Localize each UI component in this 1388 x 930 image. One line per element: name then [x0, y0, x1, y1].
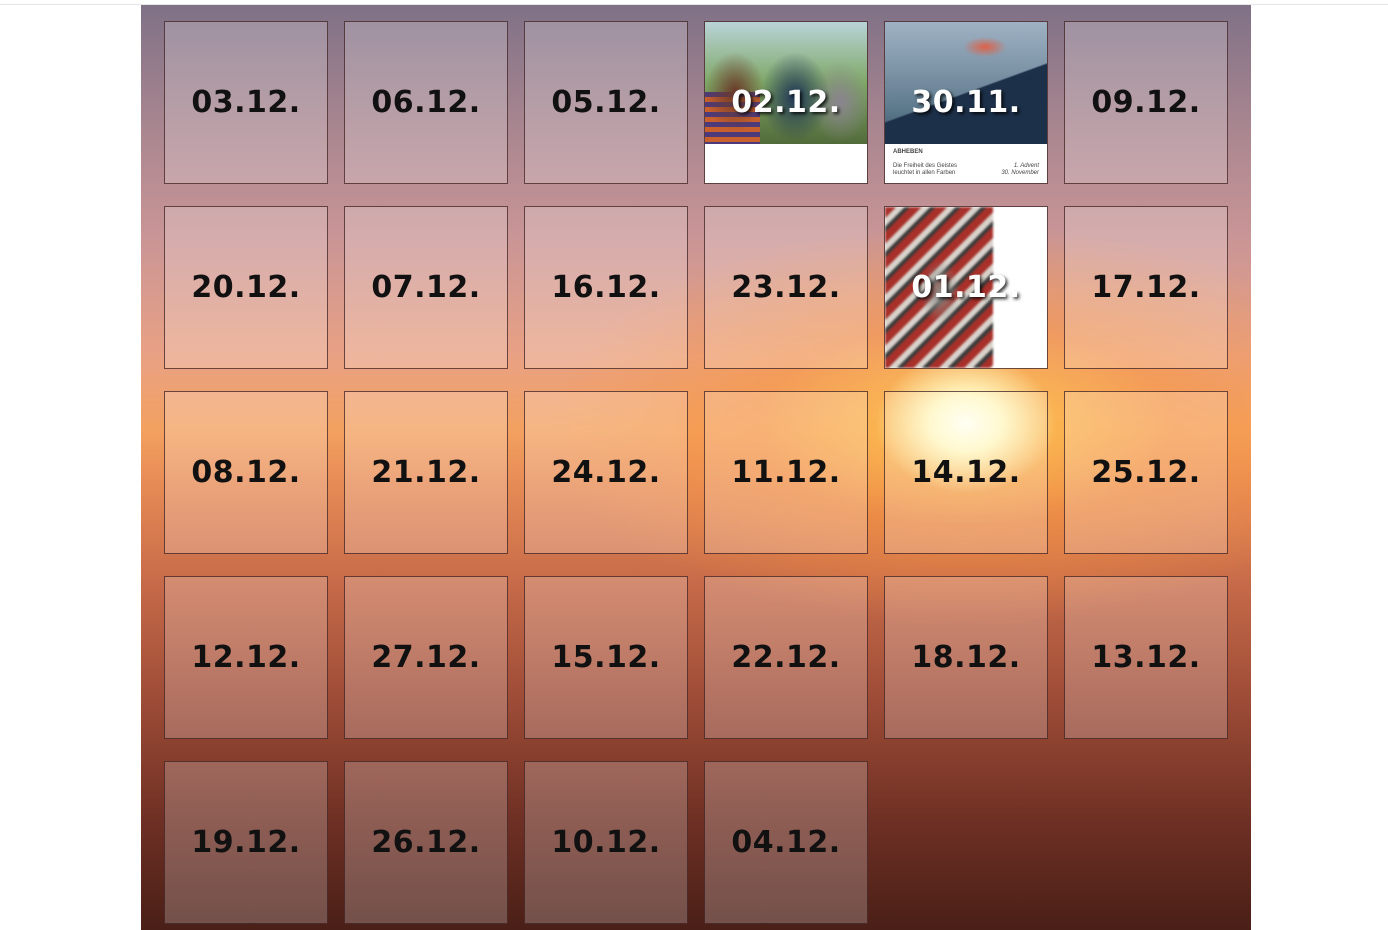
door-label: 25.12.	[1091, 455, 1201, 490]
door-label: 08.12.	[191, 455, 301, 490]
door-21-12[interactable]: 21.12.	[344, 391, 508, 554]
door-10-12[interactable]: 10.12.	[524, 761, 688, 924]
door-label: 11.12.	[731, 455, 841, 490]
door-label: 06.12.	[371, 85, 481, 120]
door-30-11[interactable]: ABHEBEN Die Freiheit des Geistes leuchte…	[884, 21, 1048, 184]
top-divider	[0, 4, 1388, 5]
card-0212	[705, 22, 867, 183]
door-08-12[interactable]: 08.12.	[164, 391, 328, 554]
card-title: ABHEBEN	[893, 149, 923, 155]
door-03-12[interactable]: 03.12.	[164, 21, 328, 184]
door-label: 03.12.	[191, 85, 301, 120]
door-23-12[interactable]: 23.12.	[704, 206, 868, 369]
door-11-12[interactable]: 11.12.	[704, 391, 868, 554]
door-label: 14.12.	[911, 455, 1021, 490]
door-05-12[interactable]: 05.12.	[524, 21, 688, 184]
door-label: 10.12.	[551, 825, 661, 860]
door-25-12[interactable]: 25.12.	[1064, 391, 1228, 554]
door-01-12[interactable]: 01.12.	[884, 206, 1048, 369]
door-label: 19.12.	[191, 825, 301, 860]
door-label: 05.12.	[551, 85, 661, 120]
card-0112	[885, 207, 1047, 368]
door-label: 07.12.	[371, 270, 481, 305]
door-label: 01.12.	[911, 270, 1021, 305]
door-label: 15.12.	[551, 640, 661, 675]
door-22-12[interactable]: 22.12.	[704, 576, 868, 739]
door-label: 23.12.	[731, 270, 841, 305]
card-date: 30. November	[1001, 170, 1039, 176]
door-label: 26.12.	[371, 825, 481, 860]
door-07-12[interactable]: 07.12.	[344, 206, 508, 369]
door-label: 04.12.	[731, 825, 841, 860]
door-04-12[interactable]: 04.12.	[704, 761, 868, 924]
door-label: 02.12.	[731, 85, 841, 120]
card-advent: 1. Advent	[1013, 163, 1039, 169]
door-26-12[interactable]: 26.12.	[344, 761, 508, 924]
card-text-2: leuchtet in allen Farben	[893, 170, 956, 176]
door-label: 21.12.	[371, 455, 481, 490]
door-27-12[interactable]: 27.12.	[344, 576, 508, 739]
door-label: 20.12.	[191, 270, 301, 305]
door-label: 22.12.	[731, 640, 841, 675]
door-label: 24.12.	[551, 455, 661, 490]
door-label: 09.12.	[1091, 85, 1201, 120]
door-label: 30.11.	[911, 85, 1021, 120]
door-24-12[interactable]: 24.12.	[524, 391, 688, 554]
door-13-12[interactable]: 13.12.	[1064, 576, 1228, 739]
door-label: 12.12.	[191, 640, 301, 675]
door-label: 13.12.	[1091, 640, 1201, 675]
door-02-12[interactable]: 02.12.	[704, 21, 868, 184]
door-17-12[interactable]: 17.12.	[1064, 206, 1228, 369]
door-label: 17.12.	[1091, 270, 1201, 305]
door-18-12[interactable]: 18.12.	[884, 576, 1048, 739]
advent-calendar: 03.12. 06.12. 05.12. 02.12. ABHEBEN Die Fr…	[141, 5, 1251, 930]
door-label: 16.12.	[551, 270, 661, 305]
door-14-12[interactable]: 14.12.	[884, 391, 1048, 554]
door-15-12[interactable]: 15.12.	[524, 576, 688, 739]
door-09-12[interactable]: 09.12.	[1064, 21, 1228, 184]
door-20-12[interactable]: 20.12.	[164, 206, 328, 369]
door-06-12[interactable]: 06.12.	[344, 21, 508, 184]
door-19-12[interactable]: 19.12.	[164, 761, 328, 924]
door-label: 18.12.	[911, 640, 1021, 675]
card-text-1: Die Freiheit des Geistes	[893, 163, 958, 169]
door-12-12[interactable]: 12.12.	[164, 576, 328, 739]
door-label: 27.12.	[371, 640, 481, 675]
card-3011: ABHEBEN Die Freiheit des Geistes leuchte…	[885, 22, 1047, 183]
door-16-12[interactable]: 16.12.	[524, 206, 688, 369]
